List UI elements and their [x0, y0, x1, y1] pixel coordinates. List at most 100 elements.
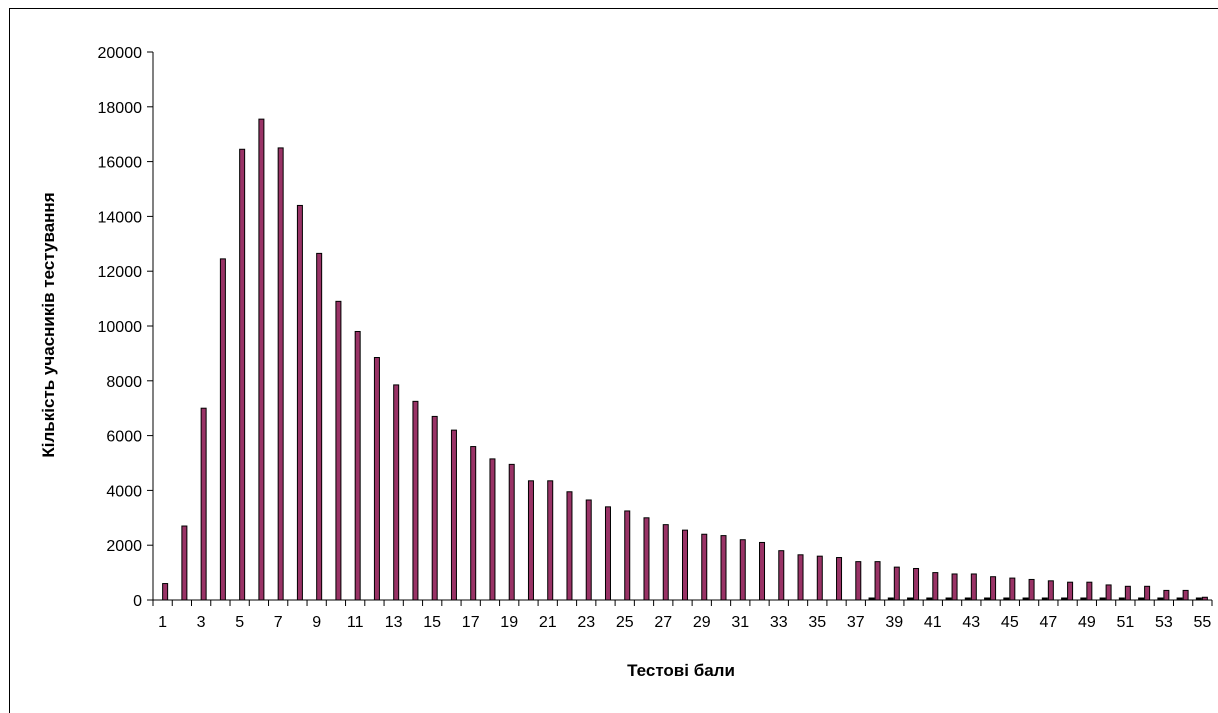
bar-25-series-1 — [624, 510, 631, 601]
x-axis-label: Тестові бали — [627, 661, 735, 680]
bar-19-series-1 — [508, 463, 515, 601]
x-tick-label: 33 — [770, 614, 788, 631]
x-tick-label: 5 — [235, 614, 244, 631]
bar-30-series-1 — [720, 535, 727, 601]
chart-frame — [9, 8, 1218, 713]
bar-44-series-2 — [984, 597, 991, 601]
bar-42-series-2 — [945, 597, 952, 601]
y-axis: 0 2000 4000 6000 8000 10000 12000 14000 16000 180… — [98, 45, 154, 610]
bar-50-series-2 — [1099, 597, 1106, 601]
bar-37-series-1 — [855, 561, 862, 601]
x-tick-label: 21 — [539, 614, 557, 631]
x-tick-label: 51 — [1116, 614, 1134, 631]
x-tick-label: 47 — [1039, 614, 1057, 631]
y-tick-label: 2000 — [106, 538, 142, 555]
bar-31-series-1 — [739, 539, 746, 601]
bar-43-series-1 — [970, 573, 977, 601]
bar-32-series-1 — [759, 541, 766, 601]
bar-46-series-1 — [1028, 578, 1035, 601]
bar-47-series-2 — [1041, 597, 1048, 601]
bar-48-series-1 — [1067, 581, 1074, 601]
bar-51-series-1 — [1124, 585, 1131, 601]
bar-44-series-1 — [990, 576, 997, 601]
bar-55-series-1 — [1201, 596, 1208, 601]
bar-5-series-1 — [239, 148, 246, 601]
bar-21-series-1 — [547, 480, 554, 601]
bar-52-series-1 — [1144, 585, 1151, 601]
bar-50-series-1 — [1105, 584, 1112, 601]
bar-54-series-1 — [1182, 589, 1189, 601]
bar-41-series-1 — [932, 572, 939, 601]
bar-8-series-1 — [296, 204, 303, 601]
bar-41-series-2 — [926, 597, 933, 601]
y-tick-label: 8000 — [106, 374, 142, 391]
x-tick-label: 27 — [654, 614, 672, 631]
x-tick-label: 19 — [500, 614, 518, 631]
x-tick-label: 15 — [423, 614, 441, 631]
y-tick-label: 4000 — [106, 483, 142, 500]
bar-10-series-1 — [335, 300, 342, 601]
x-tick-label: 49 — [1078, 614, 1096, 631]
bar-39-series-2 — [887, 597, 894, 601]
x-tick-label: 55 — [1193, 614, 1211, 631]
y-tick-label: 20000 — [98, 45, 143, 62]
bar-28-series-1 — [682, 529, 688, 601]
bar-17-series-1 — [470, 446, 477, 601]
x-tick-label: 11 — [347, 614, 364, 631]
x-tick-label: 31 — [731, 614, 749, 631]
bar-53-series-1 — [1163, 589, 1170, 601]
bar-7-series-1 — [277, 147, 284, 601]
bar-26-series-1 — [643, 517, 650, 601]
bar-47-series-1 — [1047, 580, 1054, 601]
x-tick-label: 41 — [924, 614, 942, 631]
y-tick-label: 14000 — [98, 209, 143, 226]
bar-33-series-1 — [778, 550, 785, 601]
x-tick-label: 3 — [197, 614, 206, 631]
bar-2-series-1 — [181, 525, 188, 601]
bar-38-series-1 — [874, 561, 881, 601]
bar-40-series-2 — [907, 597, 914, 601]
bar-24-series-1 — [604, 506, 611, 601]
x-tick-label: 45 — [1001, 614, 1019, 631]
x-tick-label: 53 — [1155, 614, 1173, 631]
bar-15-series-1 — [431, 415, 438, 601]
bar-49-series-1 — [1086, 581, 1093, 601]
bar-3-series-1 — [200, 407, 207, 601]
bar-1-series-1 — [162, 583, 169, 601]
bar-4-series-1 — [219, 258, 226, 601]
bar-40-series-1 — [913, 567, 920, 601]
y-tick-label: 6000 — [106, 429, 142, 446]
bar-6-series-1 — [258, 118, 265, 601]
bar-43-series-2 — [964, 597, 971, 601]
bar-35-series-1 — [816, 555, 823, 601]
bar-38-series-2 — [868, 597, 875, 601]
bar-46-series-2 — [1022, 597, 1029, 601]
x-tick-label: 35 — [808, 614, 826, 631]
y-tick-label: 12000 — [98, 264, 143, 281]
x-tick-label: 7 — [274, 614, 283, 631]
bar-23-series-1 — [585, 499, 592, 601]
bar-45-series-2 — [1003, 597, 1010, 601]
bar-18-series-1 — [489, 458, 496, 601]
bar-16-series-1 — [450, 429, 457, 601]
bar-9-series-1 — [316, 252, 323, 601]
bar-29-series-1 — [701, 533, 708, 601]
bar-42-series-1 — [951, 573, 958, 601]
x-tick-label: 13 — [385, 614, 403, 631]
y-tick-label: 18000 — [98, 100, 143, 117]
y-tick-label: 16000 — [98, 155, 143, 172]
x-tick-label: 29 — [693, 614, 711, 631]
x-tick-label: 25 — [616, 614, 634, 631]
bar-11-series-1 — [354, 330, 361, 601]
bar-53-series-2 — [1157, 597, 1164, 601]
bar-48-series-2 — [1061, 597, 1068, 601]
y-tick-label: 0 — [133, 593, 142, 610]
bar-14-series-1 — [412, 400, 419, 601]
bar-49-series-2 — [1080, 597, 1087, 601]
y-axis-label: Кількість учасників тестування — [39, 192, 58, 457]
bar-20-series-1 — [527, 480, 534, 601]
bar-39-series-1 — [893, 566, 900, 601]
bar-52-series-2 — [1138, 597, 1145, 601]
bar-45-series-1 — [1009, 577, 1016, 601]
